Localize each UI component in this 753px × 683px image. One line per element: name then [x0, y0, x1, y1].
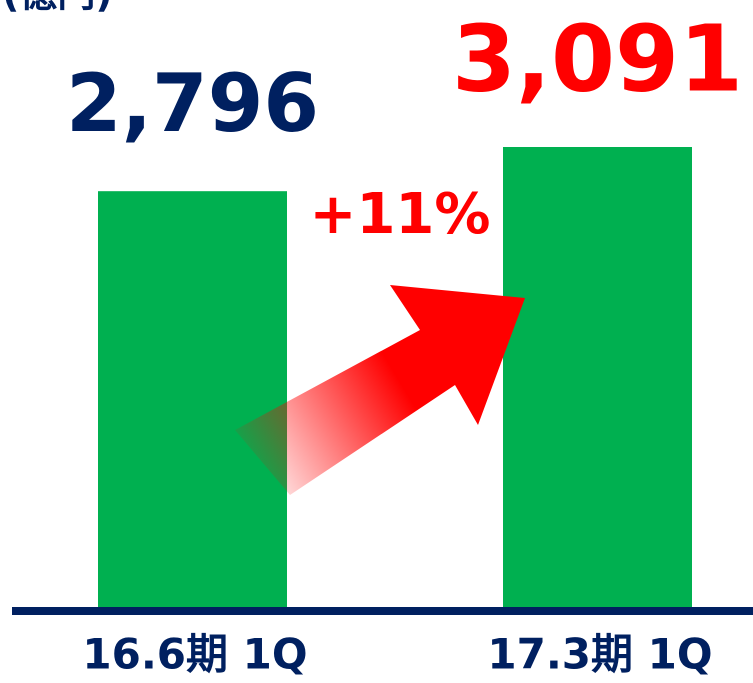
value-label: 3,091 — [452, 5, 743, 112]
bar — [98, 191, 287, 610]
bar — [503, 147, 692, 610]
x-tick-label: 16.6期 1Q — [82, 630, 307, 679]
x-tick-label: 17.3期 1Q — [487, 630, 712, 679]
growth-annotation: +11% — [310, 182, 491, 247]
unit-label: (億円) — [2, 0, 113, 16]
growth-arrow — [235, 285, 525, 495]
bars — [98, 147, 692, 610]
baseline — [12, 607, 753, 615]
value-label: 2,796 — [66, 57, 319, 150]
